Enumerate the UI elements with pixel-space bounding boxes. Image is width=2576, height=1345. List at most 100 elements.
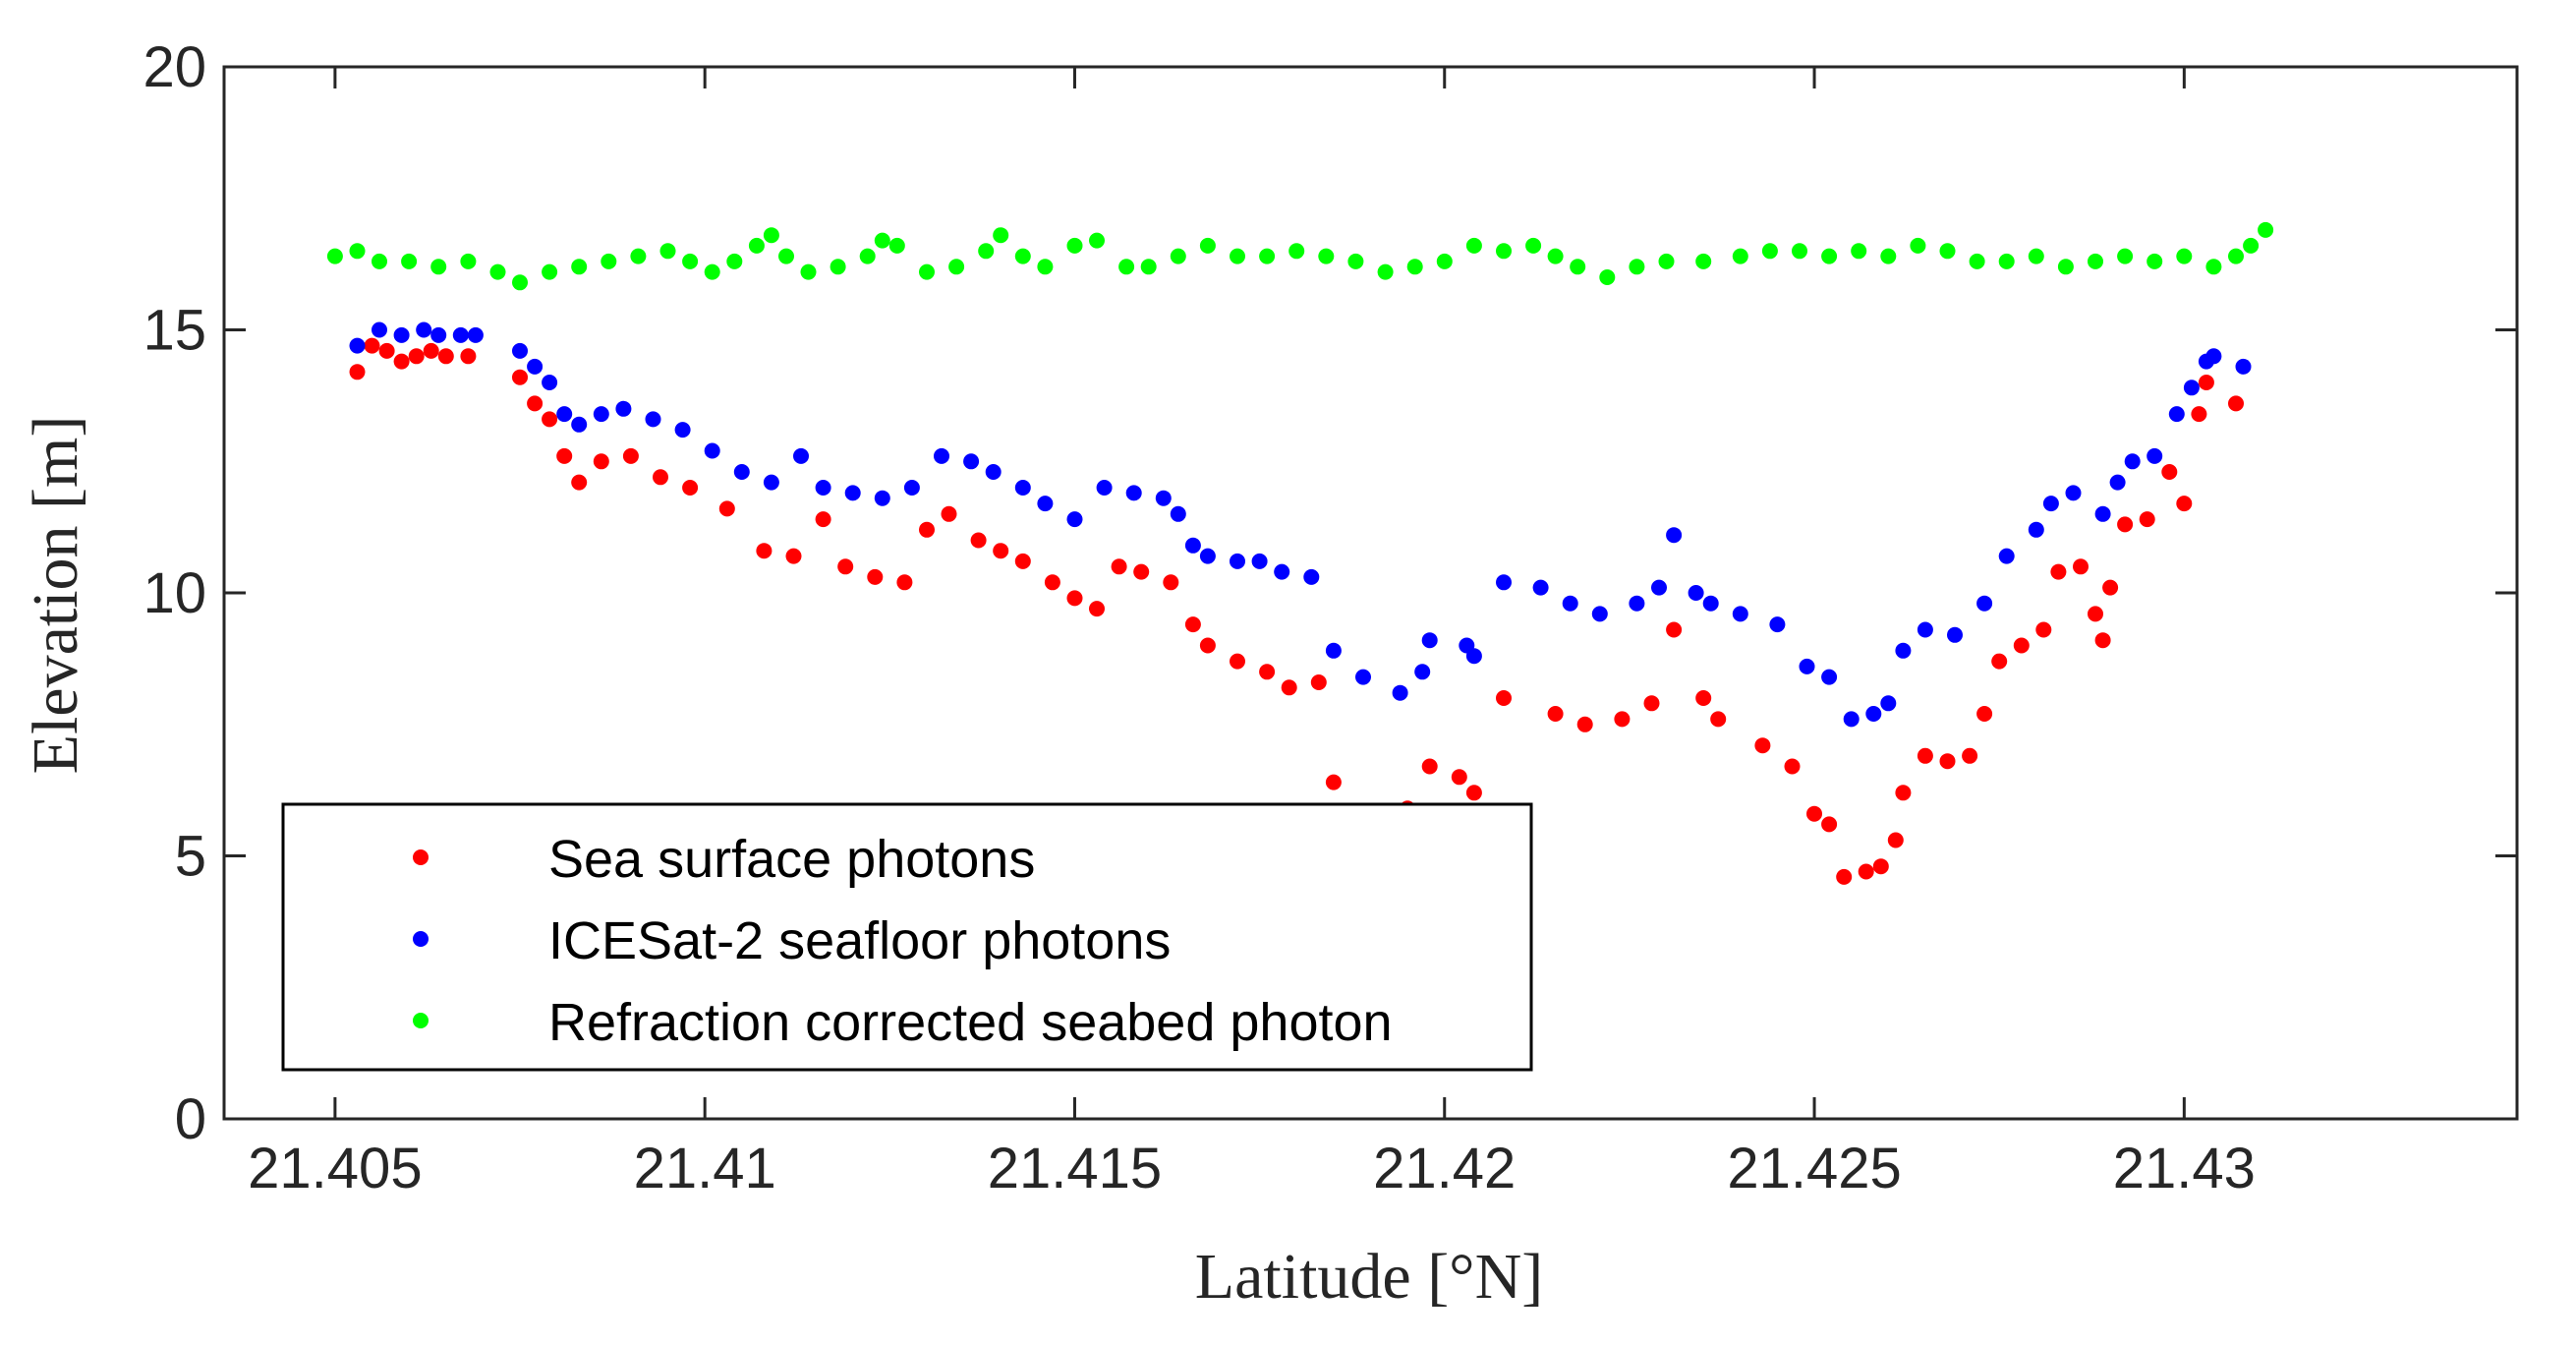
data-point bbox=[1784, 758, 1801, 775]
data-point bbox=[2050, 563, 2067, 580]
data-point bbox=[372, 253, 387, 269]
data-point bbox=[2147, 253, 2163, 269]
data-point bbox=[1591, 606, 1608, 622]
data-point bbox=[1170, 505, 1186, 522]
data-point bbox=[645, 411, 661, 428]
x-tick-label: 21.415 bbox=[988, 1137, 1162, 1200]
legend-box bbox=[281, 802, 1533, 1072]
data-point bbox=[1014, 553, 1031, 569]
data-point bbox=[1917, 621, 1933, 638]
data-point bbox=[674, 422, 691, 439]
data-point bbox=[970, 532, 987, 549]
data-point bbox=[2147, 447, 2163, 464]
data-point bbox=[800, 263, 817, 280]
data-point bbox=[2205, 348, 2222, 365]
data-point bbox=[903, 480, 920, 496]
data-point bbox=[1066, 511, 1083, 528]
data-point bbox=[1318, 248, 1335, 264]
data-point bbox=[430, 326, 447, 343]
data-point bbox=[1274, 563, 1290, 580]
data-point bbox=[844, 485, 861, 501]
data-point bbox=[1496, 243, 1512, 260]
data-point bbox=[934, 447, 949, 464]
data-point bbox=[556, 406, 573, 423]
data-point bbox=[615, 400, 632, 417]
data-point bbox=[963, 453, 980, 470]
data-point bbox=[1163, 574, 1179, 591]
data-point bbox=[1406, 259, 1423, 275]
data-point bbox=[1939, 243, 1956, 260]
data-point bbox=[718, 500, 735, 517]
data-point bbox=[1998, 548, 2015, 564]
data-point bbox=[1769, 616, 1786, 633]
data-point bbox=[2035, 621, 2052, 638]
data-point bbox=[2198, 375, 2214, 390]
data-point bbox=[1629, 259, 1645, 275]
data-point bbox=[1140, 259, 1157, 275]
data-point bbox=[785, 548, 802, 564]
data-point bbox=[682, 480, 699, 496]
legend-label-seafloor: ICESat-2 seafloor photons bbox=[548, 911, 1171, 970]
data-point bbox=[2161, 464, 2178, 480]
data-point bbox=[2117, 248, 2134, 264]
data-point bbox=[1096, 480, 1113, 496]
data-point bbox=[919, 263, 935, 280]
data-point bbox=[467, 326, 484, 343]
data-point bbox=[571, 259, 588, 275]
data-point bbox=[888, 237, 905, 254]
data-point bbox=[793, 447, 809, 464]
data-point bbox=[1710, 711, 1727, 728]
data-point bbox=[527, 395, 544, 412]
data-point bbox=[601, 253, 617, 269]
y-axis-title: Elevation [m] bbox=[20, 416, 91, 775]
data-point bbox=[1089, 601, 1105, 617]
data-point bbox=[423, 342, 439, 359]
data-point bbox=[2028, 521, 2044, 538]
data-point bbox=[1532, 579, 1549, 596]
data-point bbox=[1576, 716, 1593, 732]
data-point bbox=[512, 342, 528, 359]
data-point bbox=[622, 447, 639, 464]
data-point bbox=[416, 322, 432, 338]
data-point bbox=[2073, 558, 2089, 575]
data-point bbox=[1230, 553, 1245, 569]
data-point bbox=[1525, 237, 1542, 254]
data-point bbox=[2228, 395, 2244, 412]
legend-label-refraction-corrected: Refraction corrected seabed photon bbox=[548, 993, 1393, 1052]
data-point bbox=[460, 253, 477, 269]
data-point bbox=[2065, 485, 2082, 501]
y-tick-label: 5 bbox=[175, 825, 206, 889]
data-point bbox=[1230, 248, 1245, 264]
data-point bbox=[364, 337, 380, 354]
data-point bbox=[393, 326, 410, 343]
data-point bbox=[815, 511, 831, 528]
data-point bbox=[1666, 527, 1683, 544]
data-point bbox=[874, 490, 890, 506]
data-point bbox=[556, 447, 573, 464]
data-point bbox=[1688, 585, 1704, 601]
data-point bbox=[830, 259, 846, 275]
data-point bbox=[682, 253, 699, 269]
data-point bbox=[896, 574, 913, 591]
data-point bbox=[1732, 248, 1748, 264]
data-point bbox=[2117, 516, 2134, 533]
data-point bbox=[2176, 496, 2193, 512]
data-point bbox=[349, 364, 366, 380]
data-point bbox=[1570, 259, 1586, 275]
data-point bbox=[2057, 259, 2074, 275]
data-point bbox=[460, 348, 477, 365]
data-point bbox=[1666, 621, 1683, 638]
data-point bbox=[2088, 253, 2103, 269]
data-point bbox=[815, 480, 831, 496]
data-point bbox=[1821, 816, 1838, 833]
data-point bbox=[1865, 706, 1882, 722]
data-point bbox=[2088, 606, 2103, 622]
data-point bbox=[512, 369, 528, 385]
data-point bbox=[1962, 747, 1978, 764]
data-point bbox=[993, 227, 1009, 244]
data-point bbox=[659, 243, 676, 260]
data-point bbox=[1118, 259, 1135, 275]
data-point bbox=[859, 248, 876, 264]
data-point bbox=[1037, 259, 1054, 275]
data-point bbox=[1310, 674, 1327, 690]
